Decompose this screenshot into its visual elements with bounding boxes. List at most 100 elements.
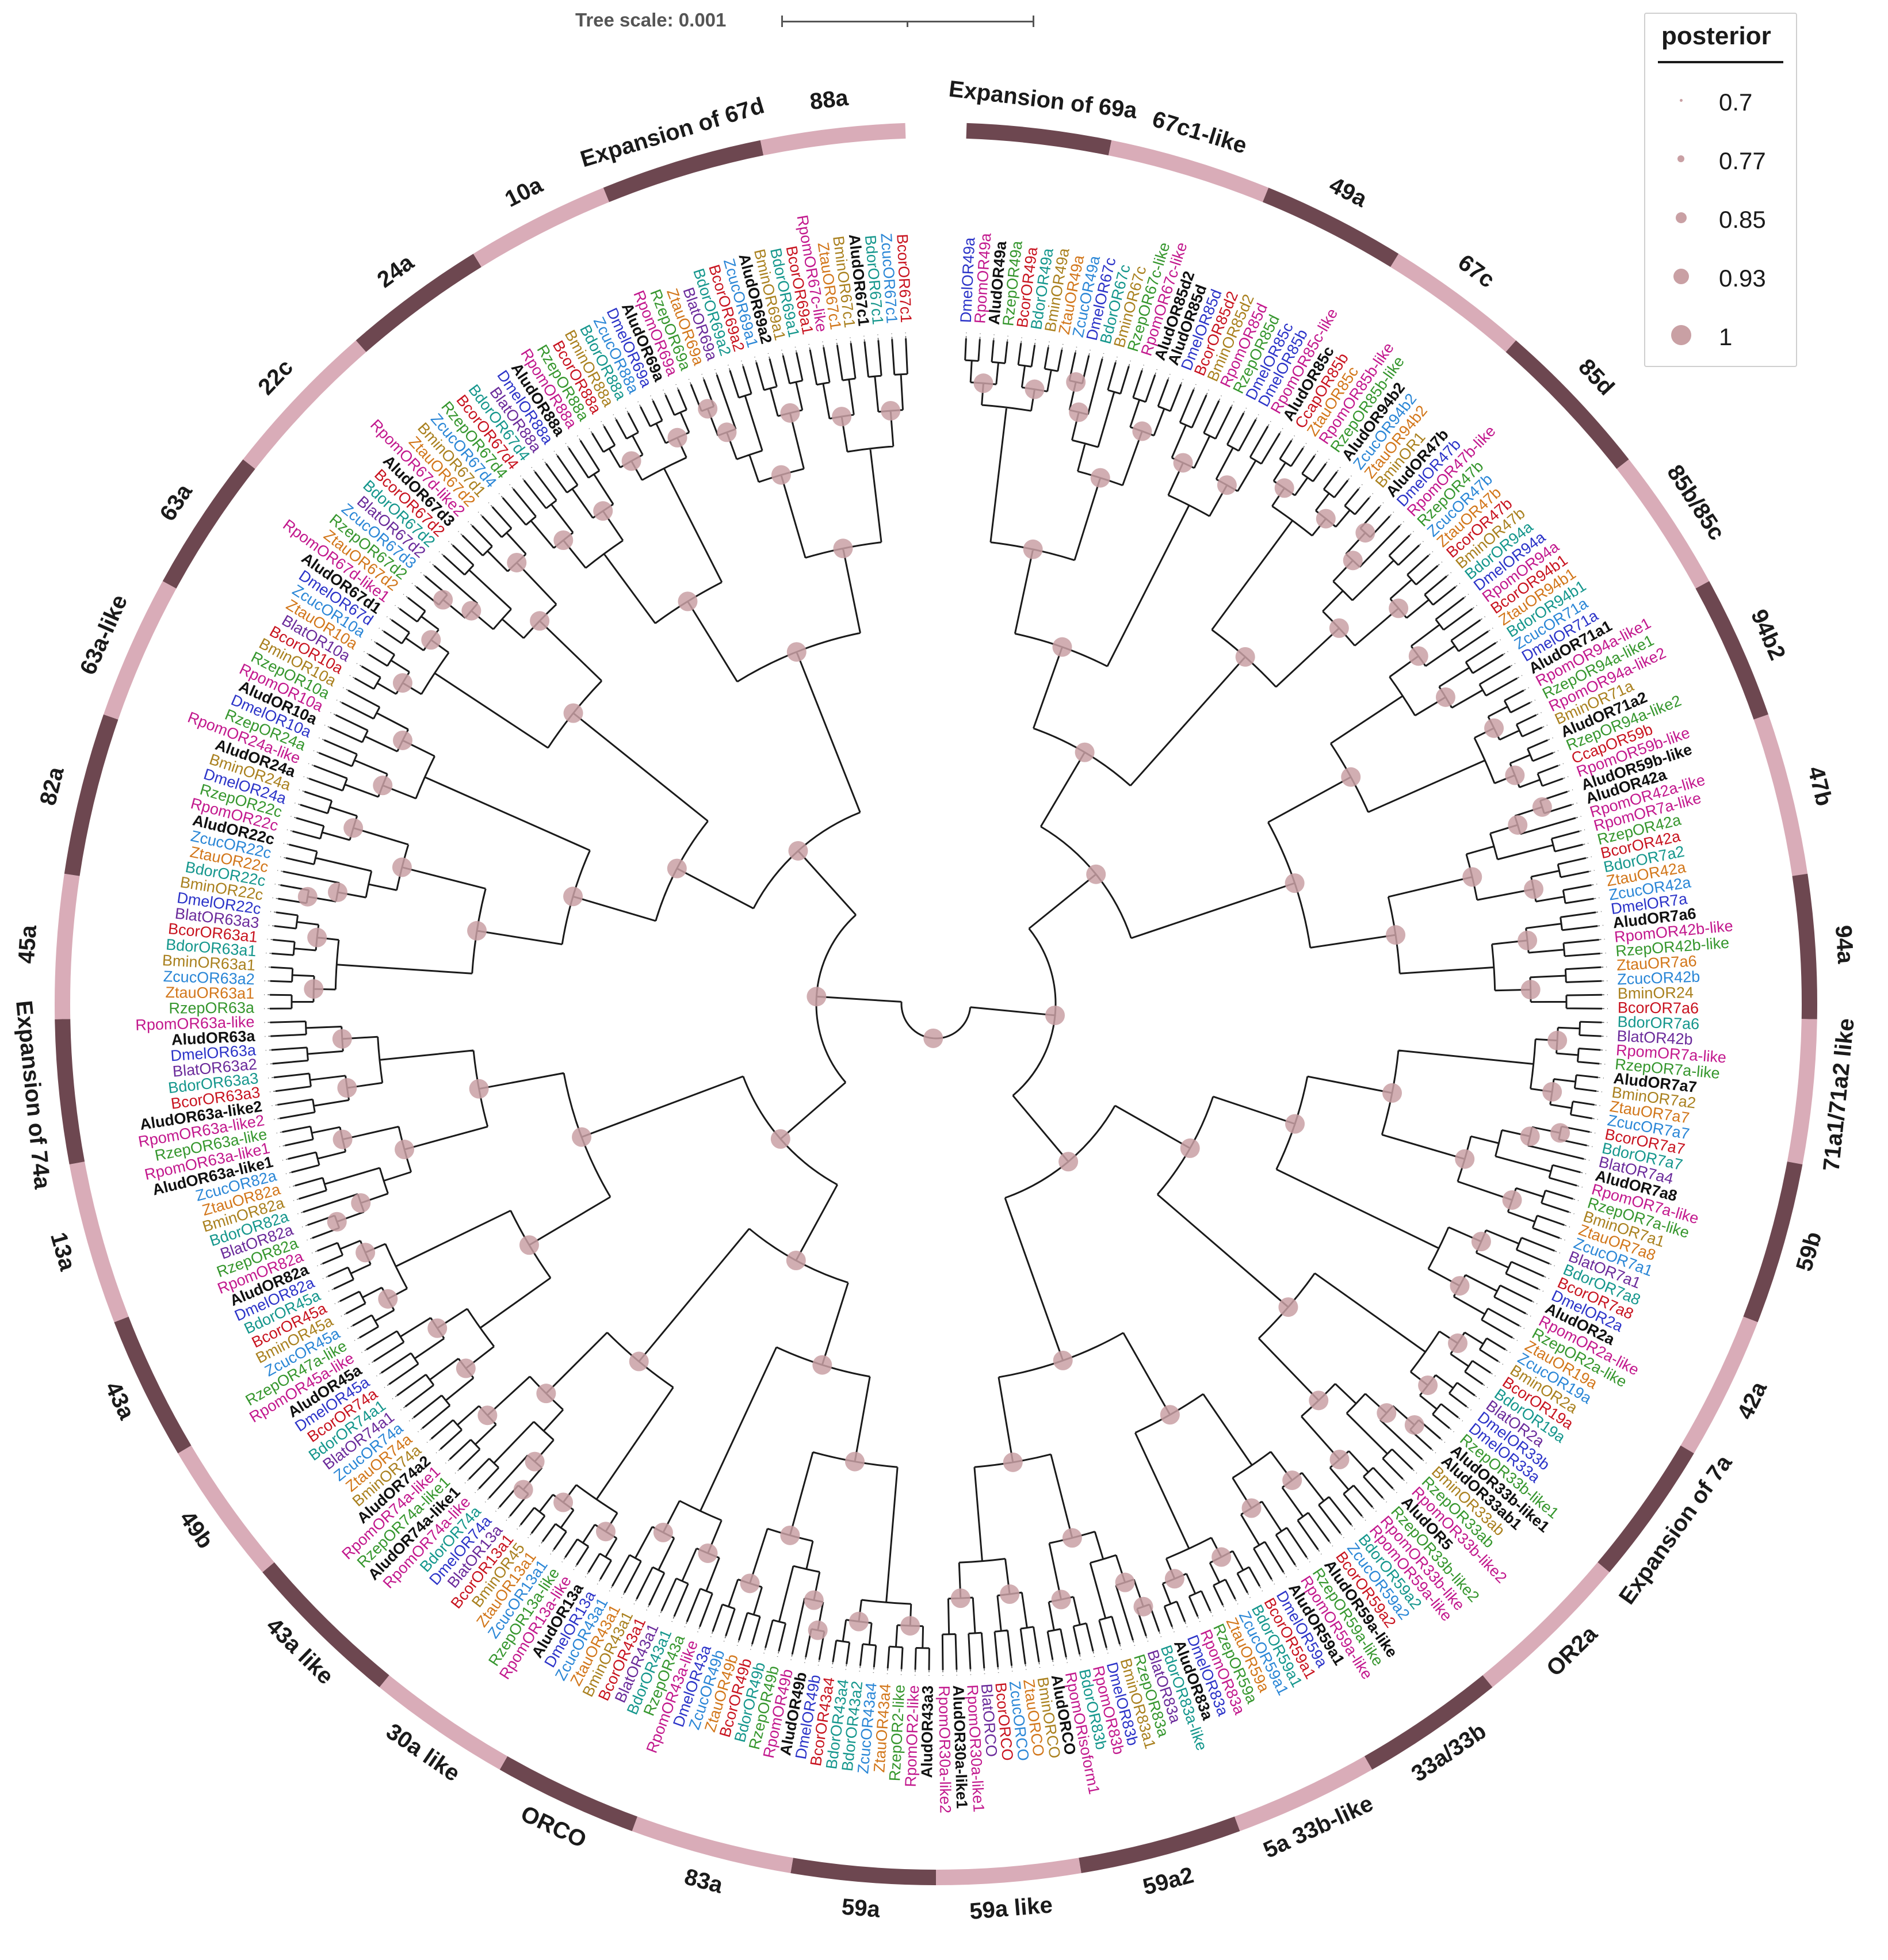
posterior-marker	[427, 1318, 448, 1338]
posterior-marker	[1180, 1138, 1200, 1158]
posterior-marker	[1520, 1126, 1540, 1147]
tip-leader-line	[1559, 1237, 1565, 1241]
tip-leader-line	[663, 389, 666, 396]
legend-divider	[1658, 61, 1783, 63]
tip-leader-line	[303, 776, 309, 780]
tip-leader-line	[1021, 337, 1023, 343]
tip-leader-line	[675, 384, 679, 390]
tip-leader-line	[1306, 1557, 1310, 1562]
tip-leader-line	[265, 966, 271, 968]
posterior-marker	[973, 373, 993, 393]
tip-leader-line	[270, 911, 277, 913]
tip-leader-line	[297, 1212, 304, 1214]
tip-leader-line	[498, 493, 503, 498]
tip-leader-line	[1538, 1288, 1544, 1292]
clade-ring-segment	[760, 123, 906, 156]
posterior-marker	[923, 1028, 943, 1048]
tip-leader-line	[1474, 1395, 1480, 1400]
tip-leader-line	[1361, 1515, 1366, 1521]
posterior-marker	[1285, 873, 1305, 893]
tip-leader-line	[1267, 421, 1271, 427]
tip-leader-line	[790, 1654, 793, 1660]
tip-leader-line	[1210, 1610, 1213, 1617]
posterior-marker-icon	[1677, 155, 1684, 162]
tip-leader-line	[1048, 341, 1050, 347]
tip-leader-line	[347, 1325, 353, 1329]
tip-leader-line	[710, 1631, 713, 1637]
posterior-marker	[304, 979, 324, 999]
clade-ring-segment	[103, 581, 177, 720]
posterior-marker	[1053, 1350, 1073, 1370]
posterior-marker-icon	[1671, 325, 1691, 345]
posterior-marker	[1547, 1030, 1568, 1050]
tip-leader-line	[873, 1667, 875, 1674]
posterior-marker	[1086, 864, 1106, 884]
tip-leader-line	[308, 763, 314, 766]
posterior-marker	[849, 1611, 869, 1632]
clade-label: 59b	[1791, 1229, 1826, 1274]
posterior-marker	[807, 987, 827, 1007]
tip-leader-line	[1052, 1659, 1054, 1666]
posterior-marker	[1069, 402, 1089, 422]
tip-leader-line	[495, 1507, 500, 1512]
tip-leader-line	[1302, 442, 1307, 449]
tip-leader-line	[1061, 343, 1064, 350]
posterior-marker	[833, 538, 853, 559]
tip-leader-line	[1351, 1524, 1355, 1530]
tip-leader-line	[1542, 724, 1548, 728]
posterior-marker	[378, 1289, 398, 1309]
tip-leader-line	[438, 551, 444, 556]
posterior-marker	[1518, 930, 1538, 950]
tip-leader-line	[336, 700, 342, 704]
tip-leader-line	[322, 1275, 328, 1279]
tree-branches	[270, 338, 1602, 1670]
tip-leader-line	[1480, 616, 1485, 621]
tip-leader-line	[1595, 911, 1602, 913]
clade-ring-segment	[69, 1162, 129, 1323]
posterior-marker	[1329, 1449, 1350, 1469]
tip-leader-line	[1243, 407, 1247, 414]
tip-leader-line	[1553, 750, 1559, 754]
posterior-marker	[343, 818, 364, 838]
tip-leader-line	[1576, 1185, 1583, 1188]
posterior-marker	[392, 673, 412, 693]
posterior-marker	[327, 882, 347, 902]
clade-ring-segment	[178, 1445, 274, 1573]
tip-leader-line	[684, 1621, 687, 1627]
tip-leader-line	[650, 395, 653, 402]
clade-label: 13a	[45, 1229, 81, 1274]
tip-leader-line	[311, 1250, 318, 1254]
posterior-marker	[900, 1616, 920, 1636]
tree-scale-label: Tree scale: 0.001	[575, 9, 727, 30]
posterior-marker	[563, 703, 583, 723]
tip-leader-line	[836, 339, 838, 345]
tip-leader-line	[1554, 1250, 1561, 1254]
tip-leader-line	[1446, 572, 1452, 577]
posterior-marker	[832, 407, 852, 427]
clade-ring-segment	[1753, 714, 1808, 876]
posterior-marker	[1343, 551, 1363, 571]
tip-leader-line	[609, 1585, 613, 1592]
clade-ring-segment	[262, 1562, 389, 1687]
tip-leader-line	[1509, 663, 1516, 667]
tip-leader-line	[484, 1497, 490, 1503]
posterior-marker	[477, 1405, 498, 1426]
tip-leader-line	[1505, 1349, 1511, 1353]
tip-leader-line	[613, 414, 617, 420]
tip-leader-line	[420, 572, 426, 577]
legend-item: 1	[1645, 313, 1796, 359]
posterior-marker	[1455, 1149, 1475, 1169]
tip-leader-line	[475, 1488, 480, 1493]
tip-leader-line	[354, 1337, 360, 1341]
tip-leader-line	[384, 1384, 389, 1388]
tip-leader-line	[1591, 883, 1597, 886]
tip-leader-line	[520, 475, 525, 481]
posterior-marker	[780, 403, 800, 423]
clade-label: 59a2	[1140, 1862, 1196, 1900]
tip-leader-line	[538, 1541, 543, 1547]
clade-label: 45a	[14, 924, 41, 964]
tip-leader-line	[448, 541, 453, 546]
posterior-marker	[780, 1525, 800, 1545]
clade-label: 94b2	[1746, 606, 1790, 664]
legend-title: posterior	[1661, 22, 1771, 50]
